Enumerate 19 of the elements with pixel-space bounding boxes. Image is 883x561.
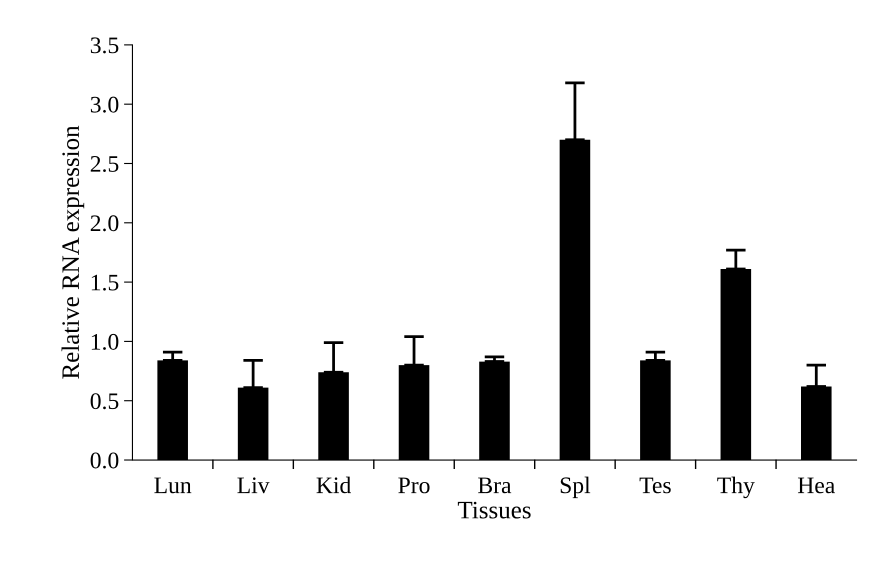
- x-tick-label: Thy: [717, 476, 755, 498]
- x-tick-label: Spl: [560, 476, 590, 498]
- x-tick-label: Lun: [154, 478, 192, 494]
- y-tick-label: 1.5: [92, 274, 118, 291]
- x-tick-label: Hea: [798, 478, 835, 494]
- y-tick-label: 2.5: [90, 156, 118, 172]
- y-tick-label: 0.0: [90, 452, 118, 469]
- x-tick-label: Liv: [237, 477, 270, 494]
- x-tick-label: Pro: [398, 478, 430, 494]
- y-tick-label: 3.0: [90, 96, 118, 113]
- y-tick-label: 0.5: [90, 393, 118, 410]
- y-tick-label: 2.0: [90, 215, 118, 232]
- y-tick-label: 1.0: [92, 334, 118, 350]
- x-tick-label: Bra: [478, 478, 512, 494]
- x-tick-label: Kid: [316, 476, 351, 494]
- y-axis-title: Relative RNA expression: [62, 126, 84, 379]
- y-tick-label: 3.5: [90, 37, 118, 54]
- x-tick-label: Tes: [640, 478, 671, 494]
- x-axis-title: Tissues: [458, 502, 531, 519]
